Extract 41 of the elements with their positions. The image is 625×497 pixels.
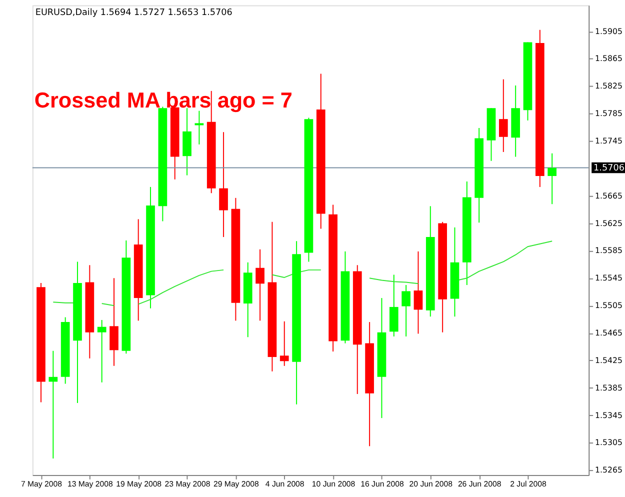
candlestick bbox=[194, 110, 204, 145]
candlestick bbox=[280, 320, 289, 366]
candlestick bbox=[498, 78, 508, 152]
candlestick bbox=[48, 350, 58, 460]
y-tick-label: 1.5585 bbox=[595, 246, 623, 256]
candlestick bbox=[414, 250, 423, 334]
candlestick bbox=[110, 278, 118, 366]
y-tick-label: 1.5345 bbox=[595, 410, 623, 420]
x-tick-label: 16 Jun 2008 bbox=[360, 479, 404, 488]
candlestick bbox=[548, 152, 557, 205]
y-tick-label: 1.5265 bbox=[595, 466, 623, 475]
y-tick-label: 1.5785 bbox=[595, 109, 623, 118]
x-tick-label: 26 Jun 2008 bbox=[458, 479, 502, 488]
y-tick-label: 1.5425 bbox=[595, 356, 623, 365]
y-tick-label: 1.5545 bbox=[595, 274, 623, 283]
y-tick-label: 1.5305 bbox=[595, 438, 623, 448]
y-tick-label: 1.5625 bbox=[595, 218, 623, 228]
x-tick-label: 13 May 2008 bbox=[67, 479, 114, 488]
candlestick bbox=[402, 284, 410, 337]
y-tick-label: 1.5825 bbox=[595, 82, 623, 91]
x-tick-label: 23 May 2008 bbox=[164, 479, 211, 488]
x-tick-label: 10 Jun 2008 bbox=[312, 479, 356, 488]
y-tick-label: 1.5465 bbox=[595, 328, 623, 338]
y-tick-label: 1.5665 bbox=[595, 191, 623, 200]
ref-line-label: 1.5706 bbox=[594, 164, 625, 174]
x-tick-label: 19 May 2008 bbox=[116, 479, 162, 488]
x-tick-label: 20 Jun 2008 bbox=[409, 479, 454, 488]
candlestick bbox=[97, 320, 106, 383]
y-tick-label: 1.5905 bbox=[595, 26, 623, 36]
candlestick bbox=[256, 248, 264, 322]
y-tick-label: 1.5745 bbox=[595, 136, 623, 146]
candlestick bbox=[219, 132, 228, 238]
y-tick-label: 1.5385 bbox=[595, 383, 623, 392]
x-tick-label: 29 May 2008 bbox=[213, 479, 260, 488]
y-tick-label: 1.5505 bbox=[595, 301, 623, 310]
chart-title: EURUSD,Daily 1.5694 1.5727 1.5653 1.5706 bbox=[35, 8, 233, 18]
y-tick-label: 1.5865 bbox=[595, 54, 623, 64]
x-tick-label: 4 Jun 2008 bbox=[265, 479, 305, 488]
x-tick-label: 7 May 2008 bbox=[20, 479, 63, 488]
x-tick-label: 2 Jul 2008 bbox=[510, 479, 547, 488]
annotation: Crossed MA bars ago = 7 bbox=[34, 87, 292, 112]
